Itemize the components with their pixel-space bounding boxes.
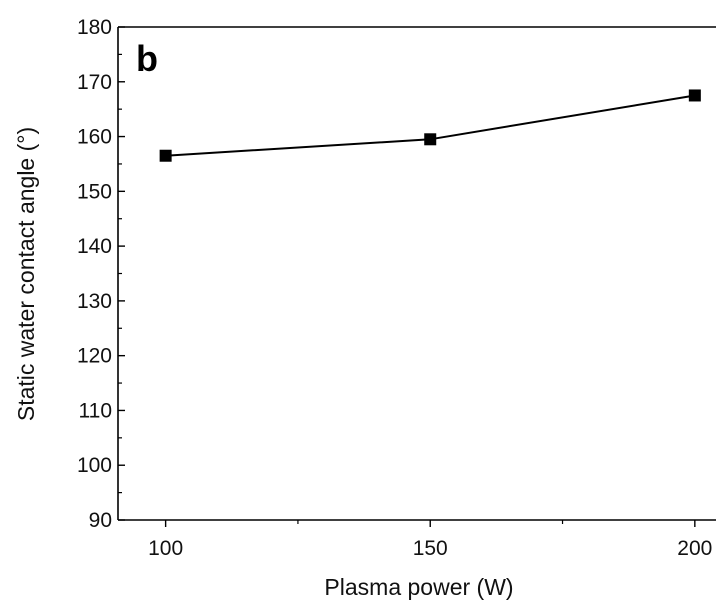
y-tick-label: 140 — [77, 235, 112, 258]
y-tick-label: 110 — [79, 399, 112, 422]
data-point — [688, 89, 701, 102]
data-point — [424, 133, 437, 146]
panel-label: b — [136, 38, 158, 79]
x-tick-label: 150 — [413, 537, 448, 560]
y-tick-label: 160 — [77, 126, 112, 149]
data-point — [159, 149, 172, 162]
series-line — [165, 94, 695, 157]
y-tick-label: 120 — [77, 345, 112, 368]
y-tick-label: 150 — [77, 180, 112, 203]
x-tick-label: 100 — [148, 537, 183, 560]
y-tick-label: 100 — [77, 454, 112, 477]
y-tick-label: 180 — [77, 16, 112, 39]
y-tick-label: 90 — [89, 509, 112, 532]
y-axis: 90 100 110 120 130 140 150 160 170 180 — [77, 16, 125, 532]
y-tick-label: 170 — [77, 71, 112, 94]
plot-frame — [117, 26, 716, 521]
y-tick-label: 130 — [77, 290, 112, 313]
y-axis-title: Static water contact angle (°) — [13, 127, 39, 421]
x-axis-title: Plasma power (W) — [324, 574, 513, 600]
series — [159, 89, 701, 162]
x-tick-label: 200 — [677, 537, 712, 560]
x-axis: 100 150 200 — [148, 520, 712, 560]
